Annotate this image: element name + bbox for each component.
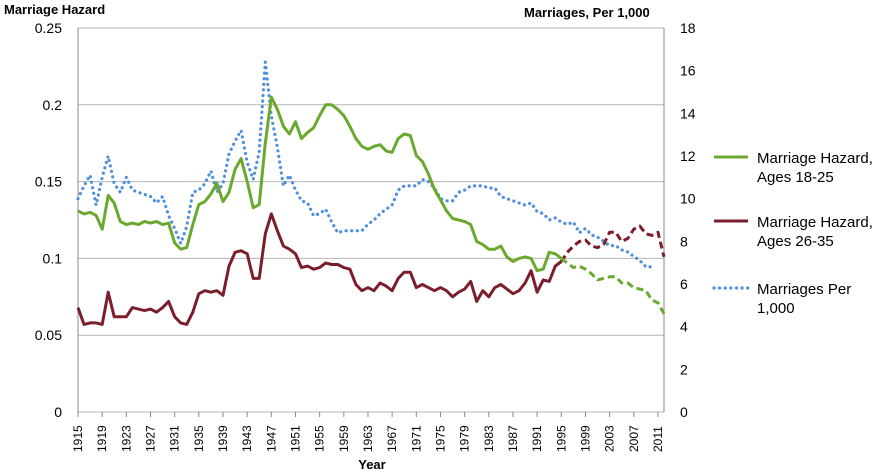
x-tick-label: 1923 bbox=[119, 425, 133, 452]
legend-entry: Marriage Hazard, Ages 18-25 bbox=[714, 150, 873, 186]
x-tick-label: 1991 bbox=[530, 425, 544, 452]
left-tick-label: 0.2 bbox=[43, 97, 63, 113]
x-tick-label: 1987 bbox=[506, 425, 520, 452]
legend-label: Marriage Hazard, bbox=[757, 150, 873, 167]
right-tick-label: 14 bbox=[680, 105, 696, 121]
left-axis-title: Marriage Hazard bbox=[4, 2, 105, 17]
series-line-dashed bbox=[560, 224, 666, 263]
x-tick-label: 1931 bbox=[168, 425, 182, 452]
x-tick-label: 1963 bbox=[361, 425, 375, 452]
legend-label: Ages 18-25 bbox=[757, 169, 834, 186]
x-tick-label: 1983 bbox=[482, 425, 496, 452]
legend-label: Marriage Hazard, bbox=[757, 214, 873, 231]
x-axis-title: Year bbox=[358, 457, 385, 472]
legend-label: 1,000 bbox=[757, 300, 795, 317]
x-tick-label: 1927 bbox=[143, 425, 157, 452]
x-tick-label: 1915 bbox=[71, 425, 85, 452]
x-tick-label: 1947 bbox=[264, 425, 278, 452]
x-tick-label: 1943 bbox=[240, 425, 254, 452]
x-tick-label: 1939 bbox=[216, 425, 230, 452]
series-hazard-18-25 bbox=[77, 95, 666, 315]
gridlines bbox=[77, 27, 665, 413]
series-marriages-per-1000 bbox=[76, 60, 654, 269]
x-tick-label: 1955 bbox=[313, 425, 327, 452]
left-tick-label: 0 bbox=[54, 404, 62, 420]
series-line bbox=[76, 212, 563, 326]
right-tick-label: 10 bbox=[680, 191, 696, 207]
right-tick-label: 2 bbox=[680, 361, 688, 377]
right-tick-label: 4 bbox=[680, 319, 688, 335]
x-tick-label: 2003 bbox=[603, 425, 617, 452]
x-tick-label: 1935 bbox=[192, 425, 206, 452]
x-tick-label: 1959 bbox=[337, 425, 351, 452]
right-tick-label: 8 bbox=[680, 233, 688, 249]
series-layer bbox=[76, 60, 666, 326]
x-tick-label: 2007 bbox=[627, 425, 641, 452]
x-tick-label: 1979 bbox=[458, 425, 472, 452]
legend-label: Marriages Per bbox=[757, 281, 851, 298]
x-tick-label: 1971 bbox=[409, 425, 423, 452]
left-tick-label: 0.1 bbox=[43, 250, 63, 266]
x-tick-label: 2011 bbox=[651, 426, 665, 452]
series-line bbox=[76, 60, 654, 269]
right-tick-label: 18 bbox=[680, 20, 696, 36]
legend-label: Ages 26-35 bbox=[757, 233, 834, 250]
series-hazard-26-35 bbox=[76, 212, 666, 326]
x-tick-label: 1999 bbox=[578, 425, 592, 452]
right-tick-label: 12 bbox=[680, 148, 696, 164]
x-tick-label: 1951 bbox=[288, 425, 302, 452]
left-tick-label: 0.05 bbox=[35, 327, 62, 343]
series-line-dashed bbox=[560, 257, 666, 315]
series-line bbox=[77, 95, 563, 273]
right-tick-label: 0 bbox=[680, 404, 688, 420]
right-axis-ticks: 0 2 4 6 8 10 12 14 16 18 bbox=[680, 20, 696, 420]
left-tick-label: 0.15 bbox=[35, 174, 62, 190]
legend-entry: Marriages Per 1,000 bbox=[712, 281, 851, 317]
x-axis-ticks: 1915 1919 1923 1927 1931 1935 1939 1943 1947 1951… bbox=[71, 412, 665, 452]
x-tick-label: 1975 bbox=[433, 425, 447, 452]
right-tick-label: 6 bbox=[680, 276, 688, 292]
x-tick-label: 1919 bbox=[95, 425, 109, 452]
right-axis-title: Marriages, Per 1,000 bbox=[524, 5, 650, 20]
right-tick-label: 16 bbox=[680, 63, 696, 79]
legend-entry: Marriage Hazard, Ages 26-35 bbox=[714, 214, 873, 250]
left-axis-ticks: 0 0.05 0.1 0.15 0.2 0.25 bbox=[35, 20, 62, 420]
x-tick-label: 1967 bbox=[385, 425, 399, 452]
left-tick-label: 0.25 bbox=[35, 20, 62, 36]
x-tick-label: 1995 bbox=[554, 425, 568, 452]
